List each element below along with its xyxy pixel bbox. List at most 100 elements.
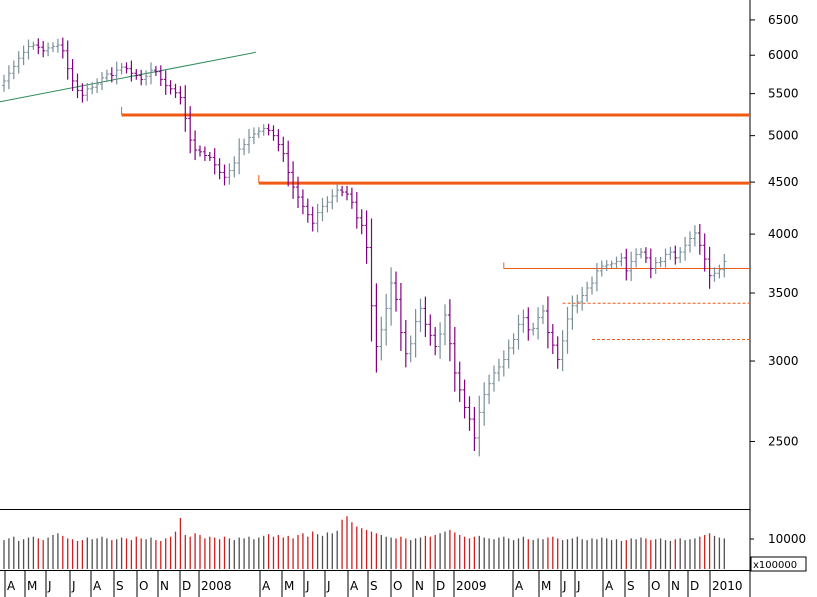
ohlc-bar — [261, 124, 266, 136]
ohlc-bar — [585, 281, 590, 303]
ohlc-bar — [462, 379, 467, 419]
ohlc-bar — [104, 69, 109, 83]
ohlc-bar — [526, 307, 531, 341]
support-resistance-lines — [121, 106, 750, 340]
ohlc-bar — [354, 192, 359, 229]
ohlc-bar — [276, 129, 281, 152]
ohlc-bar — [712, 267, 717, 282]
ohlc-bar — [692, 225, 697, 247]
ohlc-bar — [325, 196, 330, 213]
ohlc-bar — [95, 78, 100, 94]
ohlc-bar — [51, 42, 55, 53]
ohlc-bar — [315, 203, 320, 233]
ohlc-bar — [124, 62, 129, 74]
month-label: J — [326, 579, 331, 593]
ohlc-bar — [36, 38, 41, 55]
ohlc-bar — [266, 123, 271, 136]
ohlc-bar — [134, 69, 139, 80]
month-label: O — [651, 579, 660, 593]
ohlc-bar — [31, 41, 36, 50]
ohlc-bar — [212, 148, 217, 175]
ohlc-bar — [330, 189, 335, 210]
ohlc-bar — [531, 322, 536, 336]
ohlc-bar — [369, 218, 374, 342]
ohlc-bar — [634, 248, 639, 268]
ohlc-bar — [55, 38, 60, 53]
ohlc-bar — [609, 260, 614, 269]
ohlc-bar — [109, 67, 114, 83]
ohlc-bar — [413, 308, 418, 358]
ohlc-bar — [447, 299, 452, 362]
ohlc-bar — [158, 65, 163, 87]
month-label: S — [370, 579, 378, 593]
ohlc-bar — [707, 246, 712, 289]
ohlc-bar — [310, 206, 315, 232]
price-tick-label: 6000 — [768, 48, 799, 62]
ohlc-bar — [345, 185, 349, 201]
ohlc-bar — [688, 231, 692, 253]
month-label: M — [284, 579, 294, 593]
month-label: A — [515, 579, 524, 593]
ohlc-bar — [594, 262, 599, 292]
ohlc-bar — [452, 326, 457, 392]
month-label: A — [605, 579, 614, 593]
volume-unit-label: x100000 — [753, 560, 797, 571]
ohlc-bar — [477, 395, 482, 457]
ohlc-bar — [541, 304, 545, 325]
volume-unit-box — [750, 556, 807, 572]
ohlc-bar — [438, 322, 443, 359]
ohlc-bar — [398, 282, 403, 351]
ohlc-bar — [281, 136, 286, 162]
ohlc-bar — [487, 374, 492, 405]
ohlc-bar — [227, 163, 232, 185]
ohlc-bar — [364, 210, 369, 264]
ohlc-bar — [168, 80, 173, 95]
month-label: N — [415, 579, 424, 593]
ohlc-bar — [163, 70, 168, 95]
ohlc-bar — [41, 40, 46, 58]
ohlc-bar — [202, 146, 207, 161]
price-tick-label: 5000 — [768, 129, 799, 143]
month-label: M — [541, 579, 551, 593]
ohlc-bar — [624, 248, 629, 281]
ohlc-bar — [21, 45, 26, 66]
ohlc-bar — [629, 251, 634, 281]
time-axis: A M J J A S O N D 2008 A M J J A S O N D 2009 A M J J A S O N D 2010 — [4, 571, 743, 597]
volume-tick-label: 10000 — [768, 532, 806, 546]
ohlc-bar — [237, 138, 242, 175]
ohlc-bar — [683, 236, 688, 261]
price-axis: 2500 3000 3500 4000 4500 5000 5500 6000 6500 — [750, 13, 799, 448]
ohlc-bar — [614, 256, 619, 269]
ohlc-bar — [717, 264, 722, 279]
month-label: A — [262, 579, 271, 593]
ohlc-bar — [16, 51, 21, 74]
ohlc-bar — [85, 82, 90, 102]
ohlc-bar — [521, 309, 526, 333]
ohlc-bar — [129, 60, 134, 82]
ohlc-bar — [384, 293, 389, 346]
ohlc-bar — [144, 70, 149, 86]
ohlc-bar — [114, 61, 119, 85]
ohlc-bar — [457, 361, 462, 402]
ohlc-bar — [658, 256, 663, 268]
ohlc-bar — [550, 324, 555, 355]
price-tick-label: 6500 — [768, 13, 799, 27]
ohlc-bar — [242, 138, 247, 156]
month-label: A — [7, 579, 16, 593]
ohlc-bar — [418, 298, 423, 332]
ohlc-bar — [100, 72, 104, 91]
ohlc-bar — [565, 307, 570, 354]
ohlc-bar — [516, 314, 521, 350]
ohlc-bar — [198, 145, 202, 157]
ohlc-bar — [119, 62, 124, 75]
ohlc-bar — [496, 358, 501, 382]
ohlc-bar — [60, 37, 65, 59]
ohlc-bar — [256, 127, 261, 139]
month-label: J — [562, 579, 567, 593]
month-label: A — [93, 579, 102, 593]
ohlc-bar — [580, 287, 585, 311]
month-label: M — [27, 579, 37, 593]
ohlc-bar — [46, 42, 51, 57]
month-label: D — [436, 579, 445, 593]
ohlc-bar — [678, 247, 683, 263]
